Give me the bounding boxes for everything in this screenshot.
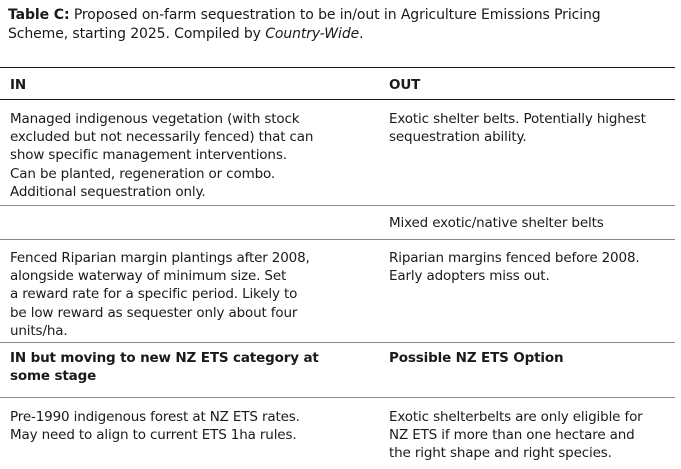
table-row: Managed indigenous vegetation (with stoc… xyxy=(0,100,675,206)
table-header-row: IN OUT xyxy=(0,68,675,100)
cell-line: Possible NZ ETS Option xyxy=(389,350,564,366)
header-in: IN xyxy=(10,77,27,93)
cell-line: Riparian margins fenced before 2008. xyxy=(389,250,640,266)
table-caption: Table C: Proposed on-farm sequestration … xyxy=(8,6,673,44)
row3-out-cell: Riparian margins fenced before 2008. Ear… xyxy=(380,249,675,342)
sequestration-table: IN OUT Managed indigenous vegetation (wi… xyxy=(0,67,675,468)
cell-line: Mixed exotic/native shelter belts xyxy=(389,215,604,231)
subheader-out-cell: Possible NZ ETS Option xyxy=(380,349,675,397)
cell-line: a reward rate for a specific period. Lik… xyxy=(10,286,298,303)
cell-line: Pre-1990 indigenous forest at NZ ETS rat… xyxy=(10,409,300,425)
cell-line: alongside waterway of minimum size. Set xyxy=(10,268,287,285)
cell-line: Early adopters miss out. xyxy=(389,268,550,285)
cell-line: Can be planted, regeneration or combo. xyxy=(10,165,275,182)
cell-line: Fenced Riparian margin plantings after 2… xyxy=(10,250,310,266)
row5-out-cell: Exotic shelterbelts are only eligible fo… xyxy=(380,408,675,468)
row3-in-cell: Fenced Riparian margin plantings after 2… xyxy=(0,249,380,342)
cell-line: Exotic shelterbelts are only eligible fo… xyxy=(389,409,643,425)
cell-line: NZ ETS if more than one hectare and xyxy=(389,427,635,444)
row5-in-cell: Pre-1990 indigenous forest at NZ ETS rat… xyxy=(0,408,380,468)
caption-text-line1: Proposed on-farm sequestration to be in/… xyxy=(69,7,601,23)
cell-line: units/ha. xyxy=(10,322,68,339)
cell-line: excluded but not necessarily fenced) tha… xyxy=(10,129,314,146)
table-row: Fenced Riparian margin plantings after 2… xyxy=(0,240,675,343)
cell-line: sequestration ability. xyxy=(389,129,527,146)
table-subheader-row: IN but moving to new NZ ETS category at … xyxy=(0,343,675,398)
row1-in-cell: Managed indigenous vegetation (with stoc… xyxy=(0,110,380,205)
cell-line: be low reward as sequester only about fo… xyxy=(10,304,298,321)
row2-in-cell xyxy=(0,214,380,239)
cell-line: the right shape and right species. xyxy=(389,445,612,462)
cell-line: Exotic shelter belts. Potentially highes… xyxy=(389,111,646,127)
row2-out-cell: Mixed exotic/native shelter belts xyxy=(380,214,675,239)
subheader-in-cell: IN but moving to new NZ ETS category at … xyxy=(0,349,380,397)
cell-line: Managed indigenous vegetation (with stoc… xyxy=(10,111,300,127)
row1-out-cell: Exotic shelter belts. Potentially highes… xyxy=(380,110,675,205)
cell-line: May need to align to current ETS 1ha rul… xyxy=(10,427,297,444)
cell-line: show specific management interventions. xyxy=(10,147,287,164)
caption-end: . xyxy=(359,26,364,42)
caption-source: Country-Wide xyxy=(265,26,360,42)
caption-text-line2: Scheme, starting 2025. Compiled by xyxy=(8,26,266,42)
cell-line: some stage xyxy=(10,368,97,385)
table-row: Pre-1990 indigenous forest at NZ ETS rat… xyxy=(0,398,675,468)
caption-label: Table C: xyxy=(8,7,70,23)
header-out: OUT xyxy=(389,77,421,93)
table-row: Mixed exotic/native shelter belts xyxy=(0,206,675,240)
cell-line: Additional sequestration only. xyxy=(10,183,206,200)
cell-line: IN but moving to new NZ ETS category at xyxy=(10,350,319,366)
